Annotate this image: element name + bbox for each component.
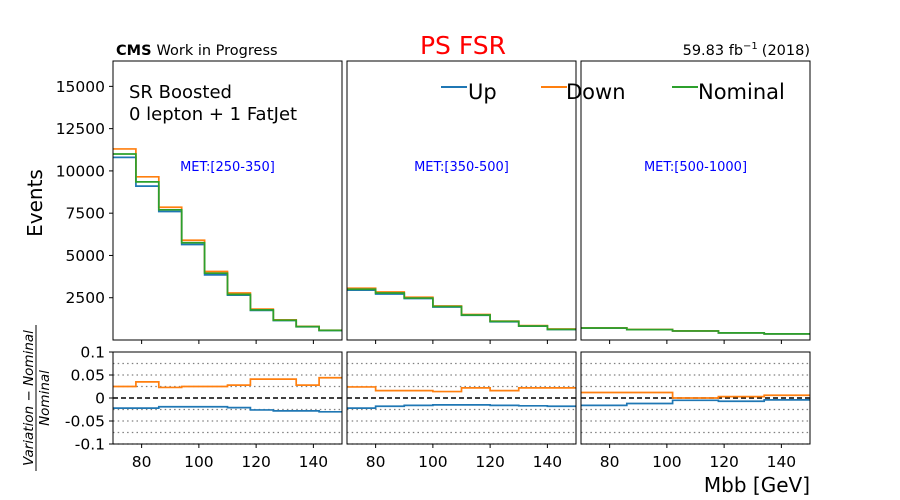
ratio-line-up-panel-1 (113, 405, 342, 413)
legend: Up Down Nominal (441, 80, 785, 104)
panels: MET:[250-350]80 100 120 1402500500075001000… (56, 60, 811, 471)
x-tick-label: 100 (184, 453, 214, 471)
legend-item-up: Up (441, 80, 497, 104)
x-tick-label: 140 (767, 453, 797, 471)
main-plot-frame-1 (112, 60, 343, 341)
y-tick-label: 12500 (56, 120, 105, 138)
ratio-line-up-panel-2 (347, 404, 576, 409)
ratio-y-tick-label: 0.1 (80, 344, 105, 362)
chart-title: PS FSR (420, 31, 506, 60)
x-tick-label: 140 (299, 453, 329, 471)
ratio-line-down-panel-2 (347, 386, 576, 393)
x-tick-label: 120 (475, 453, 505, 471)
experiment-label: CMS Work in Progress (116, 43, 278, 59)
y-tick-label: 5000 (66, 247, 105, 265)
ratio-line-down-panel-1 (113, 376, 342, 389)
x-tick-label: 100 (652, 453, 682, 471)
panel-2: MET:[350-500] 80 100 120 140 (346, 60, 577, 471)
legend-label-nominal: Nominal (698, 80, 785, 104)
ratio-line-down-panel-3 (581, 391, 810, 399)
lumi-value: 59.83 fb (683, 43, 743, 59)
region-label-line2: 0 lepton + 1 FatJet (129, 104, 297, 125)
main-plot-frame-3 (580, 60, 811, 341)
experiment-name: CMS (116, 43, 152, 59)
experiment-status: Work in Progress (157, 43, 278, 59)
ratio-plot-frame-2 (346, 351, 577, 445)
y-tick-label: 10000 (56, 162, 105, 180)
ratio-axis-title: Variation − Nominal Nominal (21, 325, 53, 471)
x-tick-label: 80 (366, 453, 386, 471)
ratio-axis-numerator: Variation − Nominal (21, 330, 37, 466)
x-tick-label: 120 (241, 453, 271, 471)
series-line-nominal-panel-2 (347, 288, 576, 331)
main-plot-frame-2 (346, 60, 577, 341)
ratio-y-tick-label: -0.05 (65, 413, 105, 431)
panel-label-2: MET:[350-500] (414, 160, 509, 175)
legend-item-down: Down (541, 80, 626, 104)
x-tick-label: 100 (418, 453, 448, 471)
series-line-down-panel-1 (113, 148, 342, 332)
x-axis-title: Mbb [GeV] (704, 473, 810, 497)
x-tick-label: 80 (600, 453, 620, 471)
y-tick-label: 7500 (66, 205, 105, 223)
lumi-year: (2018) (762, 43, 810, 59)
legend-item-nominal: Nominal (672, 80, 785, 104)
panel-3: MET:[500-1000] 80 100 120 140 (580, 60, 811, 471)
ratio-line-up-panel-3 (581, 398, 810, 407)
ratio-y-tick-label: 0.05 (70, 367, 105, 385)
luminosity-label: 59.83 fb−1 (2018) (683, 41, 810, 59)
legend-label-down: Down (566, 80, 626, 104)
panel-1: MET:[250-350] 80 100 120 140 2500 5000 7500 1000… (56, 60, 343, 471)
x-tick-label: 140 (533, 453, 563, 471)
panel-label-1: MET:[250-350] (180, 160, 275, 175)
x-tick-label: 80 (132, 453, 152, 471)
panel-label-3: MET:[500-1000] (644, 160, 747, 175)
ratio-y-tick-label: 0 (95, 390, 105, 408)
y-tick-label: 2500 (66, 289, 105, 307)
ratio-plot-frame-3 (580, 351, 811, 445)
lumi-exponent: −1 (743, 41, 758, 52)
x-tick-label: 120 (709, 453, 739, 471)
ratio-axis-denominator: Nominal (37, 370, 53, 426)
series-line-nominal-panel-3 (581, 327, 810, 335)
ratio-y-tick-label: -0.1 (75, 436, 105, 454)
series-line-nominal-panel-1 (113, 153, 342, 332)
legend-label-up: Up (468, 80, 497, 104)
y-tick-label: 15000 (56, 78, 105, 96)
region-label-line1: SR Boosted (129, 82, 232, 103)
y-axis-title: Events (23, 169, 47, 237)
series-line-up-panel-1 (113, 156, 342, 332)
